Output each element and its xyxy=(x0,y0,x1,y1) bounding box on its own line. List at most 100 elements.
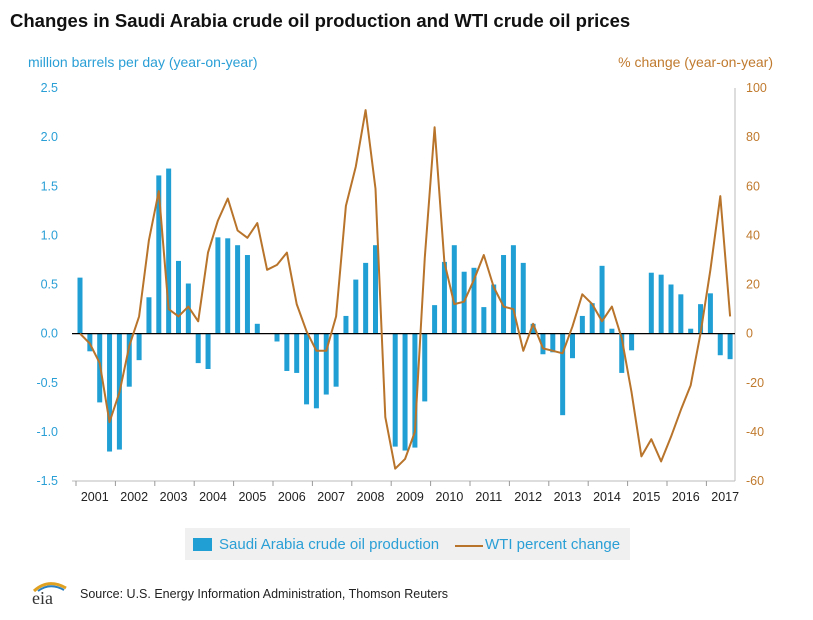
bar xyxy=(235,245,241,334)
source-note: Source: U.S. Energy Information Administ… xyxy=(80,587,448,601)
bar xyxy=(126,333,132,387)
legend-line-label: WTI percent change xyxy=(485,536,621,553)
bar xyxy=(570,333,575,359)
right-tick-label: -20 xyxy=(746,376,764,390)
left-tick-label: 0.5 xyxy=(41,278,58,292)
x-tick-label: 2008 xyxy=(357,490,385,504)
bar xyxy=(185,283,191,334)
x-tick-label: 2006 xyxy=(278,490,306,504)
left-tick-label: 1.5 xyxy=(41,179,58,193)
bar xyxy=(619,333,625,373)
x-tick-label: 2003 xyxy=(160,490,188,504)
x-tick-label: 2013 xyxy=(554,490,582,504)
right-axis-label: % change (year-on-year) xyxy=(618,54,773,70)
wti-line xyxy=(79,109,732,470)
bar xyxy=(717,333,723,356)
bar xyxy=(510,245,516,334)
logo-text: eia xyxy=(32,588,53,608)
bar xyxy=(579,315,585,334)
bar xyxy=(422,333,428,402)
legend-bar-label: Saudi Arabia crude oil production xyxy=(219,536,440,553)
right-tick-label: 80 xyxy=(746,130,760,144)
left-axis-label: million barrels per day (year-on-year) xyxy=(28,54,258,70)
bar xyxy=(136,333,142,361)
bar xyxy=(648,272,654,334)
right-tick-label: -60 xyxy=(746,474,764,488)
bar xyxy=(244,255,250,334)
bar xyxy=(727,333,733,360)
bar xyxy=(156,175,162,334)
bar xyxy=(540,333,546,355)
bar xyxy=(609,328,615,334)
left-tick-label: -1.5 xyxy=(36,474,58,488)
x-tick-label: 2014 xyxy=(593,490,621,504)
bar xyxy=(313,333,319,409)
bar xyxy=(688,328,694,334)
right-tick-label: 40 xyxy=(746,228,760,242)
bar xyxy=(333,333,339,387)
bar xyxy=(599,265,605,334)
bar xyxy=(451,245,457,334)
bar xyxy=(412,333,418,448)
x-tick-label: 2009 xyxy=(396,490,424,504)
bar xyxy=(274,333,280,342)
bar xyxy=(205,333,211,369)
left-tick-label: -0.5 xyxy=(36,376,58,390)
x-tick-label: 2002 xyxy=(120,490,148,504)
right-tick-label: 100 xyxy=(746,81,767,95)
x-tick-label: 2005 xyxy=(238,490,266,504)
bar xyxy=(323,333,329,395)
bar xyxy=(520,262,526,334)
bar xyxy=(284,333,290,371)
x-tick-label: 2017 xyxy=(711,490,739,504)
bar xyxy=(304,333,310,405)
bar xyxy=(225,238,231,334)
x-tick-label: 2011 xyxy=(475,490,502,504)
bar xyxy=(166,168,172,334)
bar xyxy=(215,237,221,334)
left-tick-label: 2.0 xyxy=(41,130,58,144)
bar xyxy=(176,260,181,334)
bar xyxy=(195,333,201,364)
bar xyxy=(678,294,684,334)
bar xyxy=(481,307,487,334)
logo-arc-icon xyxy=(32,582,67,592)
x-tick-label: 2016 xyxy=(672,490,700,504)
left-tick-label: -1.0 xyxy=(36,425,58,439)
bar xyxy=(707,293,713,334)
right-tick-label: 0 xyxy=(746,327,753,341)
bar xyxy=(432,305,438,334)
bar xyxy=(343,315,349,334)
bar xyxy=(589,303,595,334)
bar xyxy=(146,297,152,334)
bar xyxy=(560,333,566,416)
bar xyxy=(441,261,447,334)
chart-title: Changes in Saudi Arabia crude oil produc… xyxy=(10,10,631,31)
bar xyxy=(530,323,536,334)
bar xyxy=(373,245,378,334)
eia-logo: eia xyxy=(30,578,70,608)
legend: Saudi Arabia crude oil production WTI pe… xyxy=(185,528,630,560)
x-tick-label: 2015 xyxy=(632,490,660,504)
bar xyxy=(363,262,369,334)
legend-line-swatch xyxy=(455,545,483,547)
bar xyxy=(353,279,359,334)
bar xyxy=(107,333,113,452)
bar xyxy=(698,304,704,334)
left-tick-label: 1.0 xyxy=(41,228,58,242)
x-tick-label: 2012 xyxy=(514,490,542,504)
bar xyxy=(658,274,664,334)
bar xyxy=(392,333,398,447)
x-tick-label: 2004 xyxy=(199,490,227,504)
left-tick-label: 2.5 xyxy=(41,81,58,95)
bar xyxy=(550,333,556,353)
right-tick-label: 60 xyxy=(746,179,760,193)
bar xyxy=(629,333,635,351)
right-tick-label: -40 xyxy=(746,425,764,439)
bar xyxy=(471,267,477,334)
bar xyxy=(402,333,408,451)
x-tick-label: 2001 xyxy=(81,490,109,504)
bar xyxy=(294,333,300,373)
bar xyxy=(668,284,674,334)
